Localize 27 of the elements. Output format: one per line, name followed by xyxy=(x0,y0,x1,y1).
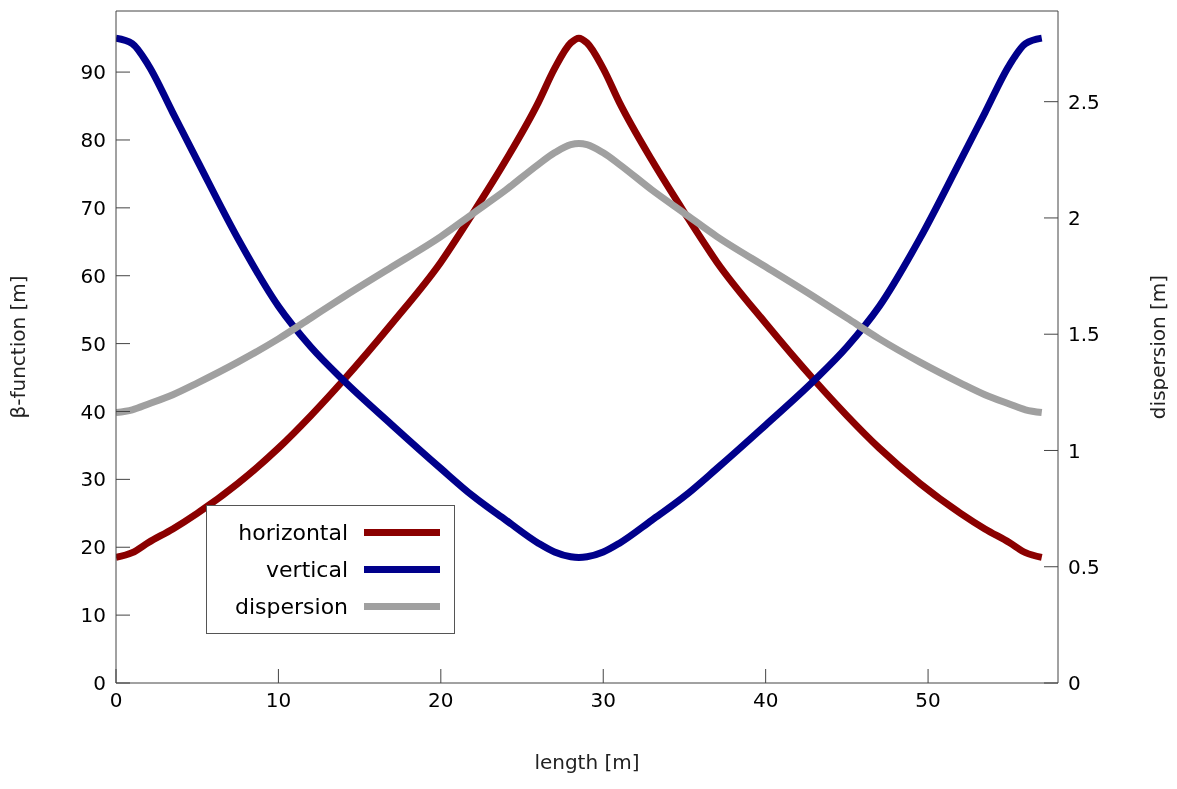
legend-label: horizontal xyxy=(238,520,349,545)
x-tick-label: 40 xyxy=(752,688,779,713)
y2-tick-label: 1.5 xyxy=(1068,322,1100,347)
legend-label: vertical xyxy=(266,557,349,582)
y2-tick-label: 0 xyxy=(1068,671,1081,696)
y2-tick-label: 2.5 xyxy=(1068,89,1100,114)
y-tick-label: 30 xyxy=(80,467,106,492)
legend-label: dispersion xyxy=(235,594,349,619)
y2-tick-label: 2 xyxy=(1068,206,1081,231)
x-tick-label: 20 xyxy=(428,688,454,713)
y-axis-title: β-function [m] xyxy=(6,275,31,419)
y-tick-label: 10 xyxy=(80,603,106,628)
x-tick-label: 0 xyxy=(109,688,123,713)
y-tick-label: 60 xyxy=(80,263,106,288)
y2-tick-label: 1 xyxy=(1068,438,1081,463)
y-tick-label: 40 xyxy=(80,399,106,424)
y-tick-label: 20 xyxy=(80,535,106,560)
y-tick-label: 90 xyxy=(80,60,106,85)
y2-tick-label: 0.5 xyxy=(1068,554,1100,579)
x-tick-label: 30 xyxy=(590,688,616,713)
y-tick-label: 80 xyxy=(80,128,106,153)
x-tick-label: 10 xyxy=(265,688,292,713)
x-tick-label: 50 xyxy=(915,688,941,713)
x-axis-title: length [m] xyxy=(534,750,640,774)
y-tick-label: 50 xyxy=(80,331,106,356)
y-tick-label: 0 xyxy=(93,671,106,696)
y-tick-label: 70 xyxy=(80,195,106,220)
